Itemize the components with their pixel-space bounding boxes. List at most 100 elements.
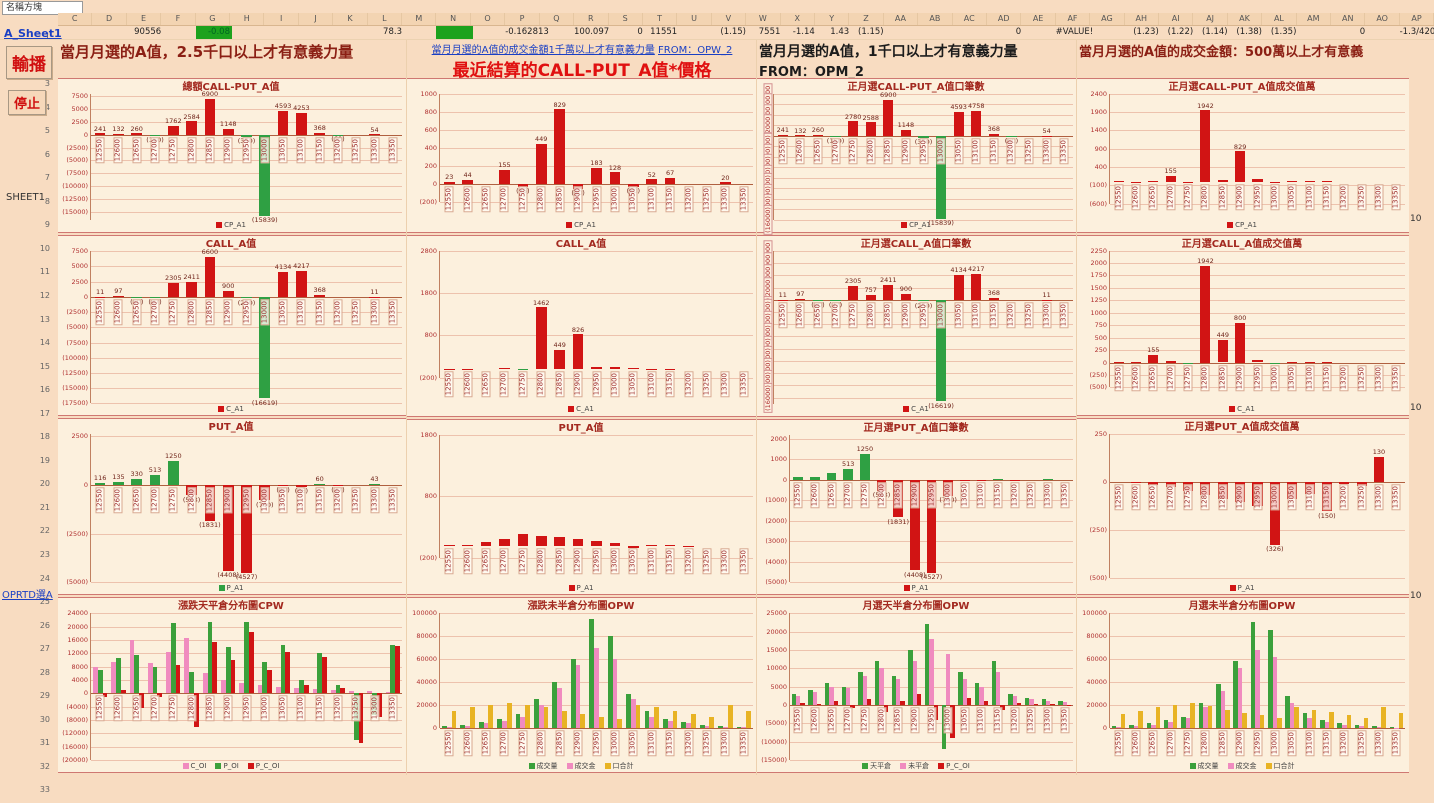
cell-Z1[interactable]: (1.15) (858, 27, 884, 37)
stop-button[interactable]: 停止 (8, 90, 47, 115)
row-header-23[interactable]: 23 (39, 550, 50, 559)
row-header-27[interactable]: 27 (39, 644, 50, 654)
cell-AL1[interactable]: (1.35) (1270, 27, 1297, 37)
cell-AP1[interactable]: -1.3/4200 (1399, 27, 1434, 37)
chart-month-call-put-count[interactable]: 正月選CALL-PUT_A值口筆數 80006000400020000(2000)… (757, 78, 1077, 235)
column-header-U[interactable]: U (677, 13, 712, 25)
cell-X1[interactable]: -1.14 (792, 27, 815, 37)
chart-opw-distribution[interactable]: 漲跌未半倉分布圖OPW 100000 80000 60000 40000 20000 0 12… (407, 597, 757, 773)
cell-G1[interactable]: -0.08 (195, 26, 232, 39)
cell-AD1[interactable]: 0 (1015, 27, 1022, 37)
cell-R1[interactable]: 100.097 (574, 27, 610, 37)
chart-month-call-put-turnover[interactable]: 正月選CALL-PUT_A值成交值萬 2400 1900 1400 900 400 (100… (1077, 77, 1409, 233)
row-header-15[interactable]: 15 (39, 361, 50, 371)
column-header-AG[interactable]: AG (1090, 13, 1125, 25)
right-cell-row-9[interactable]: 10 (1410, 214, 1422, 225)
right-cell-row-17[interactable]: 10 (1410, 402, 1422, 413)
cell-N1[interactable] (436, 26, 473, 39)
row-header-1[interactable]: 1 (44, 32, 50, 41)
column-header-F[interactable]: F (161, 13, 196, 25)
row-header-17[interactable]: 17 (39, 408, 50, 418)
row-header-25[interactable]: 25 (39, 597, 50, 607)
cell-AH1[interactable]: (1.23) (1133, 27, 1159, 37)
cell-AI1[interactable]: (1.22) (1167, 27, 1194, 37)
cell-AJ1[interactable]: (1.14) (1202, 27, 1228, 37)
column-header-Q[interactable]: Q (540, 13, 575, 25)
column-header-X[interactable]: X (781, 13, 815, 25)
row-header-22[interactable]: 22 (39, 526, 50, 536)
cell-E1[interactable]: 90556 (134, 27, 162, 37)
column-header-AC[interactable]: AC (953, 13, 987, 25)
cell-W1[interactable]: 7551 (758, 27, 781, 37)
column-header-AD[interactable]: AD (987, 13, 1022, 25)
row-header-12[interactable]: 12 (39, 291, 50, 300)
row-header-16[interactable]: 16 (39, 385, 50, 395)
column-header-AA[interactable]: AA (884, 13, 919, 25)
column-header-L[interactable]: L (368, 13, 403, 25)
column-header-T[interactable]: T (643, 13, 678, 25)
column-header-E[interactable]: E (127, 13, 162, 25)
column-header-AF[interactable]: AF (1056, 13, 1091, 25)
cell-V1[interactable]: (1.15) (720, 27, 746, 37)
row-header-9[interactable]: 9 (44, 220, 50, 230)
row-header-5[interactable]: 5 (44, 126, 50, 136)
column-header-AN[interactable]: AN (1331, 13, 1366, 25)
column-header-AI[interactable]: AI (1159, 13, 1194, 25)
row-header-28[interactable]: 28 (39, 667, 50, 677)
chart-month-opw-distribution-2[interactable]: 月選未半倉分布圖OPW 100000 80000 60000 40000 20000 0 12… (1077, 597, 1409, 773)
chart-put-a[interactable]: PUT_A值 2500 0 (2500) (5000) 116 135 330 513 1250 (… (58, 418, 406, 596)
column-header-K[interactable]: K (333, 13, 368, 25)
column-header-J[interactable]: J (299, 13, 334, 25)
panel2-link[interactable]: 當月月選的A值的成交金額1千萬以上才有意義力量 (431, 45, 655, 56)
column-header-M[interactable]: M (402, 13, 437, 25)
column-header-S[interactable]: S (609, 13, 643, 25)
row-header-8[interactable]: 8 (44, 196, 50, 206)
cell-AN1[interactable]: 0 (1359, 27, 1366, 37)
row-header-24[interactable]: 24 (39, 573, 50, 583)
column-header-C[interactable]: C (58, 13, 93, 25)
row-header-11[interactable]: 11 (39, 267, 50, 277)
oprtd-link[interactable]: OPRTD選A (2, 590, 53, 601)
row-header-33[interactable]: 33 (39, 785, 50, 795)
column-header-W[interactable]: W (746, 13, 781, 25)
chart-call-a[interactable]: CALL_A值 7500 5000 2500 0 (2500) (5000) (7500) (1… (58, 234, 406, 417)
cell-S1[interactable]: 0 (637, 27, 643, 37)
panel2-from-link[interactable]: FROM：OPW_2 (658, 45, 733, 56)
column-header-I[interactable]: I (264, 13, 299, 25)
cell-T1[interactable]: 11551 (650, 27, 678, 37)
row-header-20[interactable]: 20 (39, 479, 50, 489)
column-header-D[interactable]: D (92, 13, 127, 25)
row-header-13[interactable]: 13 (39, 314, 50, 324)
name-box[interactable]: 名稱方塊 (2, 1, 83, 15)
chart-total-call-put-a[interactable]: 總額CALL-PUT_A值 7500 5000 2500 0 (2500) (5000) (7… (58, 77, 406, 233)
row-header-21[interactable]: 21 (39, 502, 50, 512)
row-header-18[interactable]: 18 (39, 432, 50, 442)
row-header-4[interactable]: 4 (44, 102, 50, 112)
chart-month-put-count[interactable]: 正月選PUT_A值口筆數 2000 1000 0 (1000) (2000) (3000) (… (757, 418, 1077, 596)
sheet-link[interactable]: A_Sheet1 (4, 27, 62, 40)
row-header-31[interactable]: 31 (39, 738, 50, 748)
chart-month-opw-distribution[interactable]: 月選天半倉分布圖OPW 25000 20000 15000 10000 5000 0 (500… (757, 597, 1077, 773)
row-header-29[interactable]: 29 (39, 691, 50, 701)
column-header-AO[interactable]: AO (1365, 13, 1400, 25)
column-header-AJ[interactable]: AJ (1193, 13, 1228, 25)
column-header-Z[interactable]: Z (849, 13, 884, 25)
column-header-AB[interactable]: AB (918, 13, 953, 25)
chart-cpw-distribution[interactable]: 漲跌天平倉分布圖CPW 24000 20000 16000 12000 8000 4000 0… (58, 597, 406, 773)
row-header-10[interactable]: 10 (39, 243, 50, 253)
play-button[interactable]: 輸播 (6, 46, 52, 79)
column-header-N[interactable]: N (436, 13, 471, 25)
row-header-30[interactable]: 30 (39, 714, 50, 724)
row-header-14[interactable]: 14 (39, 338, 50, 348)
row-header-7[interactable]: 7 (44, 173, 50, 183)
column-header-H[interactable]: H (230, 13, 265, 25)
column-header-AE[interactable]: AE (1021, 13, 1056, 25)
cell-L1[interactable]: 78.3 (383, 27, 402, 37)
column-header-V[interactable]: V (712, 13, 747, 25)
column-header-P[interactable]: P (505, 13, 540, 25)
cell-P1[interactable]: -0.162813 (505, 27, 549, 37)
cell-Y1[interactable]: 1.43 (830, 27, 850, 37)
cell-AK1[interactable]: (1.38) (1236, 27, 1262, 37)
column-header-AH[interactable]: AH (1125, 13, 1159, 25)
chart-month-call-count[interactable]: 正月選CALL_A值口筆數 80006000400020000(2000)(400… (757, 234, 1077, 417)
